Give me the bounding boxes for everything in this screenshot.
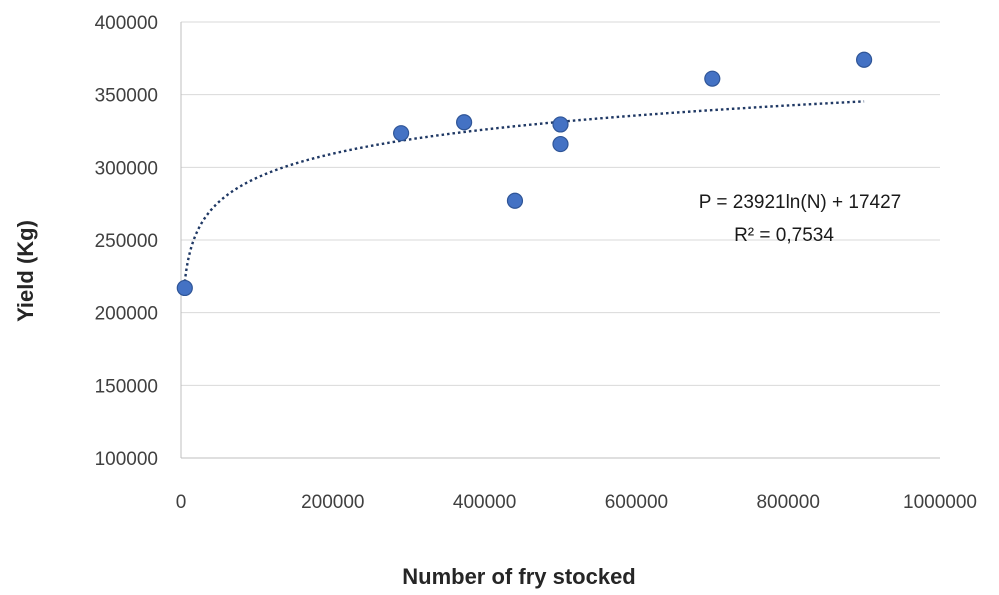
data-point	[393, 125, 410, 142]
data-point	[456, 114, 473, 131]
x-tick-labels: 0 200000 400000 600000 800000 1000000	[176, 492, 977, 513]
x-tick-label: 600000	[605, 492, 668, 513]
y-tick-labels: 100000 150000 200000 250000 300000 350000 4000…	[95, 13, 158, 470]
y-tick-label: 200000	[95, 304, 158, 325]
trendline-equation: P = 23921ln(N) + 17427	[699, 192, 901, 213]
data-point	[704, 70, 721, 87]
r-squared-label: R² = 0,7534	[734, 225, 834, 246]
data-point	[506, 192, 524, 209]
x-tick-label: 400000	[453, 492, 516, 513]
data-point	[552, 116, 569, 133]
y-tick-label: 350000	[95, 86, 158, 107]
x-tick-label: 200000	[301, 492, 364, 513]
y-axis-title: Yield (Kg)	[13, 220, 38, 322]
x-tick-label: 1000000	[903, 492, 977, 513]
data-point	[176, 279, 193, 297]
data-point	[855, 51, 873, 68]
y-tick-label: 250000	[95, 231, 158, 252]
x-axis-title: Number of fry stocked	[402, 564, 636, 589]
x-tick-label: 800000	[756, 492, 819, 513]
gridlines	[181, 21, 940, 386]
x-tick-label: 0	[176, 492, 187, 513]
y-tick-label: 100000	[95, 449, 158, 470]
y-tick-label: 300000	[95, 158, 158, 179]
data-points	[176, 51, 873, 297]
trendline	[183, 100, 865, 283]
data-point	[552, 135, 569, 153]
y-tick-label: 150000	[95, 376, 158, 397]
y-tick-label: 400000	[95, 13, 158, 34]
